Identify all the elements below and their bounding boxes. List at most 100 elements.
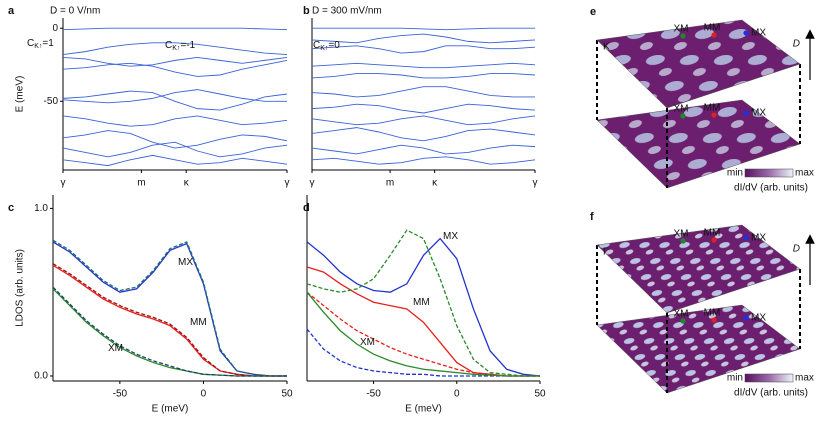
x-tick-label: 0 xyxy=(201,389,207,400)
x-tick-label: κ xyxy=(184,178,190,189)
annotation: CK↑=0 xyxy=(313,40,340,52)
annotation-text: XM xyxy=(108,343,123,354)
annotation-text: MM xyxy=(190,317,207,328)
point-label: MM xyxy=(704,308,721,319)
series-line xyxy=(52,241,287,377)
map-point xyxy=(743,235,749,241)
x-tick-label: 50 xyxy=(281,389,293,400)
x-tick-label: 0 xyxy=(454,389,460,400)
d-label: D xyxy=(793,244,800,255)
map-point xyxy=(680,318,686,324)
series-line xyxy=(311,144,536,155)
annotation-text: XM xyxy=(360,337,375,348)
point-label: XM xyxy=(674,24,689,35)
series-line xyxy=(311,62,536,69)
colorbar-min: min xyxy=(727,373,743,384)
series-line xyxy=(62,115,288,127)
point-label: XM xyxy=(674,309,689,320)
point-label: MX xyxy=(751,313,766,324)
annotation: CK↑=-1 xyxy=(165,40,196,52)
y-tick-label: 0.0 xyxy=(34,371,48,382)
colorbar-label: dI/dV (arb. units) xyxy=(734,183,808,194)
x-tick-label: κ xyxy=(432,178,438,189)
annotation: MX xyxy=(443,231,458,242)
map-point xyxy=(711,112,717,118)
series-line xyxy=(52,286,287,377)
series-line xyxy=(311,156,536,165)
annotation: MX xyxy=(178,257,193,268)
chart-title: D = 300 mV/nm xyxy=(312,6,382,17)
x-axis-label: E (meV) xyxy=(152,404,189,415)
series-line xyxy=(52,239,287,377)
x-tick-label: γ xyxy=(285,178,290,189)
series-line xyxy=(311,115,536,126)
annotation-text: MX xyxy=(178,257,193,268)
map-point xyxy=(680,33,686,39)
panel-label: b xyxy=(303,5,310,17)
panel-label: c xyxy=(8,202,14,214)
annotation-sub: K↑ xyxy=(34,43,42,50)
colorbar-min: min xyxy=(727,168,743,179)
map-point xyxy=(743,30,749,36)
series-line xyxy=(306,237,541,377)
map-point xyxy=(743,110,749,116)
x-tick-label: γ xyxy=(310,178,315,189)
point-label: XM xyxy=(674,104,689,115)
annotation: MM xyxy=(190,317,207,328)
point-label: MM xyxy=(704,23,721,34)
map-label: K xyxy=(603,42,610,53)
series-line xyxy=(312,27,535,31)
annotation-after: =-1 xyxy=(180,40,195,51)
map-label: Γ xyxy=(603,247,609,258)
annotation: XM xyxy=(360,337,375,348)
series-line xyxy=(52,264,287,377)
point-label: MM xyxy=(704,103,721,114)
annotation: CK↑=1 xyxy=(27,38,54,50)
series-line xyxy=(62,141,288,158)
point-label: MX xyxy=(751,233,766,244)
x-tick-label: -50 xyxy=(113,389,128,400)
series-line xyxy=(311,127,536,142)
annotation-text: MM xyxy=(413,297,430,308)
series-line xyxy=(62,27,288,31)
point-label: MM xyxy=(704,228,721,239)
series-line xyxy=(52,288,287,377)
annotation-sub: K↑ xyxy=(320,45,328,52)
annotation: XM xyxy=(108,343,123,354)
map-point xyxy=(743,315,749,321)
annotation-text: MX xyxy=(443,231,458,242)
panel-label: d xyxy=(303,202,310,214)
map-layer xyxy=(596,19,801,109)
x-tick-label: γ xyxy=(61,178,66,189)
colorbar-max: max xyxy=(795,373,814,384)
map-point xyxy=(711,317,717,323)
map-point xyxy=(711,32,717,38)
annotation-text: C xyxy=(27,38,34,49)
series-line xyxy=(62,57,288,67)
y-tick-label: 1.0 xyxy=(34,203,48,214)
x-tick-label: 50 xyxy=(534,389,546,400)
map-layer xyxy=(596,224,801,314)
annotation: MM xyxy=(413,297,430,308)
series-line xyxy=(52,263,287,377)
y-tick-label: -50 xyxy=(44,96,59,107)
point-label: MX xyxy=(751,108,766,119)
y-axis-label: LDOS (arb. units) xyxy=(15,249,26,327)
map-point xyxy=(680,113,686,119)
chart-title: D = 0 V/nm xyxy=(50,6,100,17)
x-tick-label: m xyxy=(386,178,394,189)
x-tick-label: m xyxy=(137,178,145,189)
series-line xyxy=(62,154,288,167)
d-label: D xyxy=(793,39,800,50)
panel-label: f xyxy=(590,211,594,223)
series-line xyxy=(311,33,536,44)
series-line xyxy=(306,291,540,377)
colorbar xyxy=(744,168,794,178)
point-label: MX xyxy=(751,28,766,39)
annotation-text: C xyxy=(165,40,172,51)
panel-label: a xyxy=(8,5,15,17)
annotation-after: =1 xyxy=(42,38,54,49)
series-line xyxy=(62,90,288,111)
series-line xyxy=(62,130,288,149)
